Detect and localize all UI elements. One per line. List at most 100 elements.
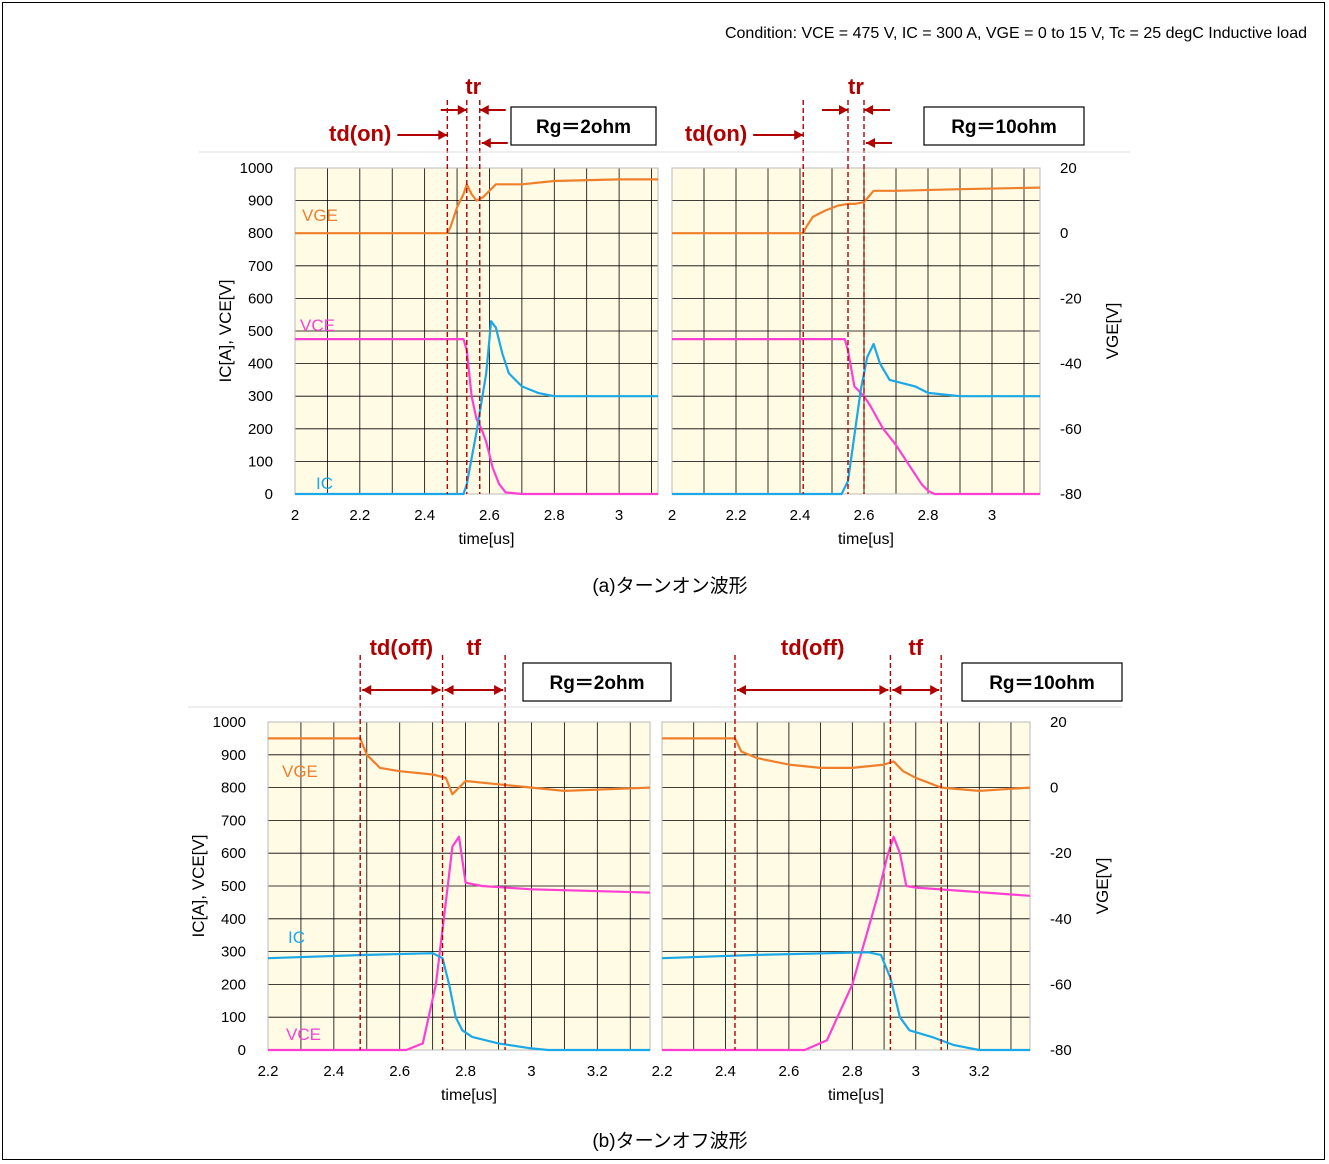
- y-tick-label: 1000: [240, 160, 273, 177]
- arrow-head: [362, 685, 372, 695]
- arrow-head: [457, 105, 467, 115]
- x-tick-label: 3: [912, 1063, 920, 1080]
- y-axis-label: IC[A], VCE[V]: [189, 835, 208, 938]
- plot-border: [661, 721, 1031, 1051]
- y-tick-label: 600: [221, 845, 246, 862]
- annotation-tr: tr: [465, 74, 481, 99]
- y-tick-label: 0: [238, 1042, 246, 1059]
- x-tick-label: 3: [988, 507, 996, 524]
- arrow-head: [479, 105, 489, 115]
- x-tick-label: 2.2: [349, 507, 370, 524]
- chart-panel-2: 2 2.2 2.4 2.6 2.8 3 time[us] -80 -60 -40 -20 0 20 VGE…: [668, 74, 1122, 548]
- x-tick-label: 3: [615, 507, 623, 524]
- y2-axis-label: VGE[V]: [1103, 303, 1122, 360]
- y-tick-label: 900: [248, 193, 273, 210]
- rg-label: Rg＝10ohm: [951, 117, 1057, 138]
- x-tick-label: 2.8: [455, 1063, 476, 1080]
- plot-border: [294, 167, 659, 495]
- annotation-tf: tf: [466, 635, 481, 660]
- arrow-head: [438, 130, 448, 140]
- x-tick-label: 2.8: [544, 507, 565, 524]
- series-line-vge: [672, 186, 1041, 235]
- y-tick-label: 200: [221, 976, 246, 993]
- y-tick-label: 100: [248, 453, 273, 470]
- y2-tick-label: 0: [1060, 225, 1068, 242]
- series-line-vge: [295, 178, 658, 235]
- x-tick-label: 2.8: [918, 507, 939, 524]
- y-tick-label: 600: [248, 290, 273, 307]
- x-tick-label: 2: [291, 507, 299, 524]
- series-label-ic: IC: [288, 928, 305, 947]
- arrow-head: [879, 685, 889, 695]
- x-tick-label: 2.6: [479, 507, 500, 524]
- x-tick-label: 2.6: [389, 1063, 410, 1080]
- y-tick-label: 200: [248, 421, 273, 438]
- y2-tick-label: -20: [1060, 290, 1082, 307]
- arrow-head: [431, 685, 441, 695]
- plot-border: [267, 721, 651, 1051]
- x-tick-label: 2.4: [323, 1063, 344, 1080]
- y2-tick-label: -80: [1060, 486, 1082, 503]
- y-tick-label: 300: [221, 944, 246, 961]
- y2-tick-label: 0: [1050, 780, 1058, 797]
- y2-tick-label: -60: [1050, 976, 1072, 993]
- arrow-head: [481, 138, 491, 148]
- x-tick-label: 3.2: [587, 1063, 608, 1080]
- series-label-vce: VCE: [286, 1025, 321, 1044]
- x-tick-label: 2.6: [854, 507, 875, 524]
- series-line-ic: [267, 952, 650, 1052]
- y-tick-label: 1000: [213, 714, 246, 731]
- y-axis-label: IC[A], VCE[V]: [216, 280, 235, 383]
- y-tick-label: 300: [248, 388, 273, 405]
- x-tick-label: 2.4: [414, 507, 435, 524]
- x-tick-label: 2.4: [790, 507, 811, 524]
- y-tick-label: 800: [221, 780, 246, 797]
- chart-panel-4: 2.2 2.4 2.6 2.8 3 3.2 time[us] -80 -60 -40 -20 0 20 V…: [652, 635, 1123, 1104]
- annotation-td-off: td(off): [781, 635, 845, 660]
- annotation-tf: tf: [908, 635, 923, 660]
- y2-tick-label: -40: [1050, 911, 1072, 928]
- annotation-td-off: td(off): [370, 635, 434, 660]
- annotation-td-on: td(on): [685, 121, 747, 146]
- y2-tick-label: 20: [1050, 714, 1067, 731]
- y-tick-label: 100: [221, 1009, 246, 1026]
- x-tick-label: 2.6: [778, 1063, 799, 1080]
- y2-axis-label: VGE[V]: [1093, 858, 1112, 915]
- rg-label-box: [510, 106, 657, 146]
- annotation-td-on: td(on): [329, 121, 391, 146]
- series-label-ic: IC: [316, 474, 333, 493]
- series-label-vge: VGE: [282, 762, 318, 781]
- y-tick-label: 700: [248, 258, 273, 275]
- y2-tick-label: -20: [1050, 845, 1072, 862]
- x-axis-label: time[us]: [838, 531, 894, 548]
- y-tick-label: 900: [221, 747, 246, 764]
- rg-label-box: [522, 662, 672, 702]
- chart-panel-1: 2 2.2 2.4 2.6 2.8 3 time[us] 0 100 200 300 400 500 60…: [216, 74, 659, 548]
- condition-text: Condition: VCE = 475 V, IC = 300 A, VGE …: [724, 25, 1307, 42]
- x-tick-label: 3: [527, 1063, 535, 1080]
- x-tick-label: 2.2: [258, 1063, 279, 1080]
- y-tick-label: 400: [248, 356, 273, 373]
- rg-label-box: [961, 662, 1123, 702]
- y-tick-label: 800: [248, 225, 273, 242]
- x-axis-label: time[us]: [441, 1087, 497, 1104]
- arrow-head: [444, 685, 454, 695]
- y-tick-label: 500: [248, 323, 273, 340]
- rg-label: Rg＝2ohm: [536, 117, 631, 138]
- rg-label-box: [923, 106, 1085, 146]
- x-tick-label: 2.8: [842, 1063, 863, 1080]
- series-line-ic: [672, 342, 1040, 496]
- x-tick-label: 2.2: [652, 1063, 673, 1080]
- plot-border: [671, 167, 1041, 495]
- y-tick-label: 500: [221, 878, 246, 895]
- y2-tick-label: 20: [1060, 160, 1077, 177]
- series-line-ic: [295, 320, 658, 496]
- y-tick-label: 400: [221, 911, 246, 928]
- series-label-vge: VGE: [302, 206, 338, 225]
- y-tick-label: 0: [265, 486, 273, 503]
- arrow-head: [892, 685, 902, 695]
- caption-turn-off: (b)ターンオフ波形: [592, 1131, 748, 1152]
- x-tick-label: 2.2: [726, 507, 747, 524]
